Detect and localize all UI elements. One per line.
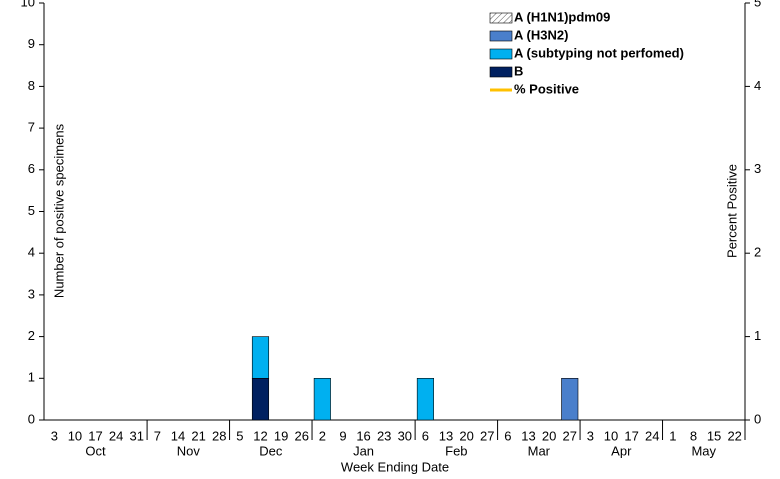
y-tick-label: 0 bbox=[28, 411, 35, 426]
x-tick-label: 16 bbox=[356, 428, 370, 443]
y-tick-label: 4 bbox=[28, 245, 35, 260]
x-tick-label: 6 bbox=[422, 428, 429, 443]
x-tick-label: 13 bbox=[439, 428, 453, 443]
x-tick-label: 28 bbox=[212, 428, 226, 443]
y-axis-label: Number of positive specimens bbox=[51, 123, 66, 298]
x-tick-label: 24 bbox=[109, 428, 123, 443]
x-tick-label: 23 bbox=[377, 428, 391, 443]
x-tick-label: 21 bbox=[191, 428, 205, 443]
x-tick-label: 20 bbox=[542, 428, 556, 443]
x-tick-label: 17 bbox=[624, 428, 638, 443]
y2-tick-label: 3 bbox=[754, 161, 761, 176]
legend-label: % Positive bbox=[514, 81, 579, 96]
month-label: Oct bbox=[85, 443, 106, 458]
y-tick-label: 8 bbox=[28, 78, 35, 93]
month-label: Mar bbox=[528, 443, 551, 458]
x-tick-label: 30 bbox=[398, 428, 412, 443]
legend-label: B bbox=[514, 63, 523, 78]
x-tick-label: 3 bbox=[587, 428, 594, 443]
y2-tick-label: 0 bbox=[754, 411, 761, 426]
y-tick-label: 9 bbox=[28, 36, 35, 51]
month-label: Dec bbox=[259, 443, 283, 458]
x-tick-label: 8 bbox=[690, 428, 697, 443]
month-label: Apr bbox=[611, 443, 632, 458]
bar bbox=[416, 377, 434, 421]
x-tick-label: 12 bbox=[253, 428, 267, 443]
x-tick-label: 17 bbox=[88, 428, 102, 443]
legend-swatch bbox=[489, 30, 513, 42]
y2-axis-label: Percent Positive bbox=[724, 164, 739, 258]
y2-tick-label: 5 bbox=[754, 0, 761, 9]
y-tick-label: 6 bbox=[28, 161, 35, 176]
y-tick-label: 10 bbox=[21, 0, 35, 9]
y-tick-label: 2 bbox=[28, 328, 35, 343]
y-tick-label: 7 bbox=[28, 120, 35, 135]
month-label: Jan bbox=[353, 443, 374, 458]
x-tick-label: 10 bbox=[604, 428, 618, 443]
x-tick-label: 3 bbox=[51, 428, 58, 443]
x-tick-label: 14 bbox=[171, 428, 185, 443]
month-label: May bbox=[691, 443, 716, 458]
legend-label: A (subtyping not perfomed) bbox=[514, 45, 684, 60]
x-tick-label: 2 bbox=[319, 428, 326, 443]
legend-label: A (H3N2) bbox=[514, 27, 568, 42]
x-tick-label: 7 bbox=[154, 428, 161, 443]
bar bbox=[313, 377, 331, 421]
x-tick-label: 5 bbox=[236, 428, 243, 443]
bar bbox=[251, 377, 270, 421]
x-tick-label: 26 bbox=[294, 428, 308, 443]
x-tick-label: 13 bbox=[521, 428, 535, 443]
month-label: Nov bbox=[177, 443, 201, 458]
y-tick-label: 1 bbox=[28, 370, 35, 385]
legend-swatch bbox=[489, 12, 513, 24]
legend-swatch bbox=[489, 66, 513, 78]
x-tick-label: 20 bbox=[459, 428, 473, 443]
legend-swatch bbox=[489, 48, 513, 60]
y-tick-label: 5 bbox=[28, 203, 35, 218]
y2-tick-label: 2 bbox=[754, 245, 761, 260]
month-label: Feb bbox=[445, 443, 467, 458]
x-tick-label: 24 bbox=[645, 428, 659, 443]
x-tick-label: 15 bbox=[707, 428, 721, 443]
bar bbox=[561, 377, 579, 421]
y-tick-label: 3 bbox=[28, 286, 35, 301]
x-tick-label: 10 bbox=[68, 428, 82, 443]
x-axis-label: Week Ending Date bbox=[341, 459, 449, 474]
legend-label: A (H1N1)pdm09 bbox=[514, 9, 610, 24]
x-tick-label: 19 bbox=[274, 428, 288, 443]
x-tick-label: 31 bbox=[130, 428, 144, 443]
x-tick-label: 22 bbox=[727, 428, 741, 443]
x-tick-label: 1 bbox=[669, 428, 676, 443]
bar bbox=[251, 336, 270, 379]
y2-tick-label: 1 bbox=[754, 328, 761, 343]
x-tick-label: 9 bbox=[339, 428, 346, 443]
x-tick-label: 27 bbox=[480, 428, 494, 443]
x-tick-label: 27 bbox=[563, 428, 577, 443]
x-tick-label: 6 bbox=[504, 428, 511, 443]
y2-tick-label: 4 bbox=[754, 78, 761, 93]
